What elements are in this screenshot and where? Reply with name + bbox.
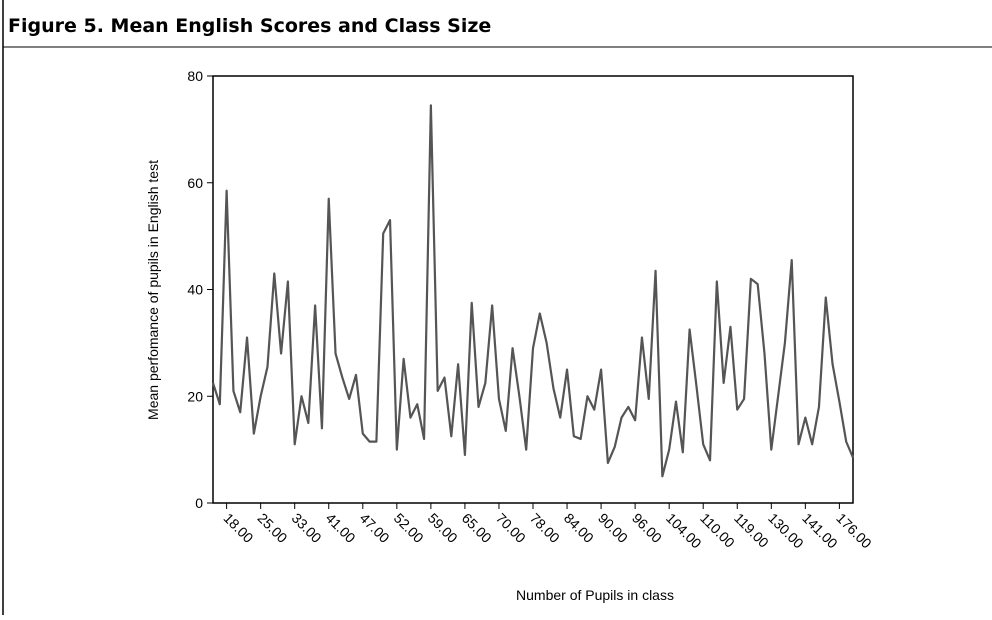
x-tick-label: 25.00 (255, 510, 291, 546)
x-tick-label: 41.00 (323, 510, 359, 546)
x-axis-label: Number of Pupils in class (516, 587, 674, 603)
data-line (211, 104, 855, 478)
plot-area (212, 75, 854, 504)
x-tick-label: 96.00 (629, 510, 665, 546)
x-tick-label: 141.00 (799, 510, 841, 552)
x-tick-label: 59.00 (425, 510, 461, 546)
x-tick-label: 90.00 (595, 510, 631, 546)
x-tick-label: 110.00 (697, 510, 738, 551)
y-tick-label: 80 (187, 68, 203, 84)
x-tick-label: 130.00 (765, 510, 807, 552)
x-tick-label: 104.00 (663, 510, 705, 552)
x-tick-label: 18.00 (220, 510, 256, 546)
x-tick-label: 176.00 (833, 510, 875, 552)
y-tick-label: 40 (187, 282, 203, 298)
x-tick-label: 47.00 (357, 510, 393, 546)
x-tick-label: 33.00 (289, 510, 325, 546)
chart-title: Figure 5. Mean English Scores and Class … (8, 15, 491, 37)
y-tick-label: 0 (195, 495, 203, 511)
y-tick-label: 60 (187, 175, 203, 191)
x-tick-label: 70.00 (493, 510, 529, 546)
x-tick-label: 52.00 (391, 510, 427, 546)
x-tick-label: 119.00 (731, 510, 772, 551)
y-axis-label: Mean perfomance of pupils in English tes… (145, 160, 161, 420)
x-tick-label: 65.00 (459, 510, 495, 546)
x-tick-label: 78.00 (527, 510, 563, 546)
x-tick-label: 84.00 (561, 510, 597, 546)
y-tick-label: 20 (187, 388, 203, 404)
